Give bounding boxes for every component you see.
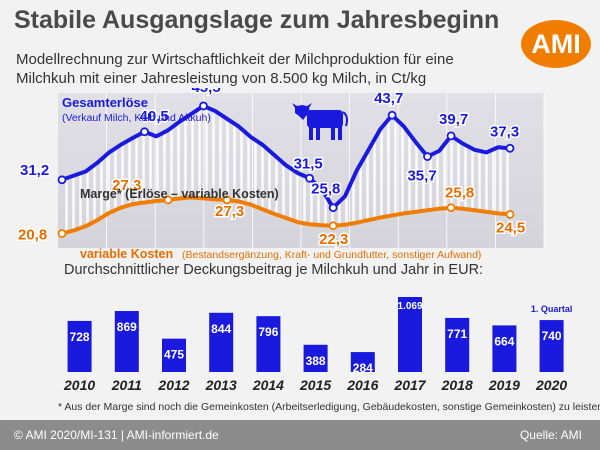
bar (67, 320, 92, 372)
bar-category-label: 2011 (111, 377, 142, 393)
line-marker (328, 203, 338, 213)
bar-category-label: 2013 (205, 377, 237, 393)
line-value-label: 43,7 (374, 90, 403, 107)
line-value-label: 31,2 (20, 162, 49, 179)
line-marker (446, 203, 456, 213)
ami-logo: AMI (521, 20, 591, 68)
bar-chart-title: Durchschnittlicher Deckungsbeitrag je Mi… (64, 262, 484, 278)
page-title: Stabile Ausgangslage zum Jahresbeginn (14, 6, 500, 34)
bar-category-label: 2019 (488, 377, 520, 393)
line-marker (57, 229, 67, 238)
line-value-labels: 31,2 40,5 45,5 31,5 25,8 43,7 35,7 39,7 37,3 20,8… (17, 88, 527, 249)
line-value-label: 24,5 (496, 219, 525, 236)
bar-value-label: 1.069 (397, 301, 422, 312)
line-value-label: 22,3 (319, 231, 348, 248)
bar-category-label: 2017 (393, 377, 426, 393)
bar-category-label: 2012 (157, 377, 189, 393)
bar-chart: 728 2010 869 2011 475 2012 844 2013 796 2014 388 20… (63, 297, 572, 393)
line-marker (222, 195, 232, 205)
line-markers (57, 101, 515, 238)
bar-category-label: 2015 (299, 377, 331, 393)
bar-value-label: 869 (117, 320, 137, 334)
bar-value-label: 728 (70, 330, 90, 344)
footer-bar: © AMI 2020/MI-131 | AMI-informiert.de Qu… (0, 420, 600, 450)
revenue-legend-note: (Verkauf Milch, Kalb und Altkuh) (62, 112, 211, 124)
bar-value-label: 284 (353, 361, 373, 375)
costs-legend-label: variable Kosten (80, 247, 173, 260)
line-marker (505, 210, 515, 219)
bar-value-label: 740 (542, 329, 562, 343)
line-value-label: 45,5 (191, 88, 220, 96)
bar-category-label: 2016 (346, 377, 378, 393)
cow-icon (292, 103, 348, 140)
revenue-legend-label: Gesamterlöse (62, 95, 148, 110)
revenue-line (61, 103, 511, 210)
costs-line (61, 195, 511, 236)
bar-category-label: 2018 (441, 377, 473, 393)
page-subtitle: Modellrechnung zur Wirtschaftlichkeit de… (16, 51, 454, 87)
bar-value-label: 475 (164, 348, 184, 362)
line-value-label: 35,7 (407, 168, 436, 185)
bar (398, 297, 422, 372)
bar-category-label: 2020 (535, 377, 567, 393)
bar-annotation: 1. Quartal (531, 304, 573, 314)
bar-category-label: 2014 (252, 377, 284, 393)
bar-value-label: 388 (306, 354, 326, 368)
bars: 728 2010 869 2011 475 2012 844 2013 796 2014 388 20… (63, 297, 572, 393)
bar (256, 316, 281, 372)
bar (162, 338, 186, 372)
line-marker (328, 221, 338, 231)
line-marker (305, 173, 314, 183)
bar-value-label: 796 (258, 325, 278, 339)
line-chart: 31,2 40,5 45,5 31,5 25,8 43,7 35,7 39,7 37,3 20,8… (17, 88, 545, 260)
line-marker (140, 127, 149, 137)
bar (350, 352, 375, 372)
bar-value-label: 664 (494, 334, 514, 348)
line-value-label: 40,5 (140, 108, 169, 125)
margin-label: Marge* (Erlöse – variable Kosten) (80, 187, 279, 201)
bar (492, 325, 517, 372)
line-value-label: 25,8 (445, 185, 474, 202)
line-marker (57, 175, 67, 185)
line-value-label: 27,3 (112, 177, 141, 194)
line-marker (446, 131, 456, 141)
line-marker (199, 101, 208, 111)
line-marker (423, 152, 432, 161)
bar-value-label: 771 (447, 327, 467, 341)
line-marker (505, 143, 515, 153)
bar (445, 317, 470, 372)
copyright-text: © AMI 2020/MI-131 | AMI-informiert.de (14, 428, 219, 442)
footnote: * Aus der Marge sind noch die Gemeinkost… (58, 401, 600, 413)
line-value-label: 27,3 (215, 203, 244, 220)
bar (114, 311, 139, 372)
line-marker (387, 110, 397, 120)
line-value-label: 25,8 (311, 181, 340, 198)
line-value-label: 31,5 (294, 155, 323, 172)
bar (539, 320, 564, 372)
bar-value-label: 844 (211, 322, 231, 336)
margin-area (62, 105, 510, 234)
line-marker (163, 195, 173, 205)
source-text: Quelle: AMI (519, 428, 582, 442)
bar (209, 312, 234, 372)
costs-legend-note: (Bestandsergänzung, Kraft- und Grundfutt… (182, 249, 481, 260)
bar-category-label: 2010 (63, 377, 95, 393)
line-value-label: 20,8 (18, 227, 47, 244)
line-value-label: 37,3 (490, 123, 519, 140)
line-value-label: 39,7 (439, 111, 468, 128)
bar (303, 344, 328, 372)
